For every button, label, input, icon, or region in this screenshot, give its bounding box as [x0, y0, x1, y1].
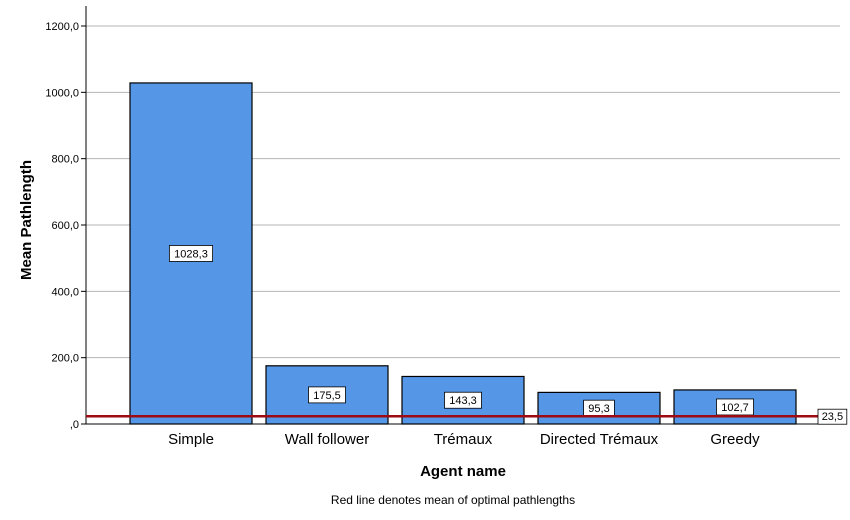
axes: ,0 200,0 400,0 600,0 800,0 1000,0 1200,0 Simple…: [45, 6, 840, 448]
y-tick-label: ,0: [70, 419, 79, 431]
data-labels: 1028,3 175,5 143,3 95,3 102,7 23,5: [86, 245, 848, 425]
bars: [129, 82, 797, 425]
y-tick-label: 200,0: [51, 353, 79, 365]
y-tick-label: 800,0: [51, 154, 79, 166]
chart-footnote: Red line denotes mean of optimal pathlen…: [331, 493, 575, 507]
data-label: 102,7: [721, 402, 749, 414]
data-label-box: [168, 245, 213, 262]
data-label-box: [308, 386, 346, 404]
data-label: 95,3: [588, 403, 609, 415]
data-label: 1028,3: [174, 248, 208, 260]
x-tick-label: Wall follower: [285, 431, 369, 448]
y-tick-label: 400,0: [51, 286, 79, 298]
x-tick-label: Trémaux: [434, 431, 493, 448]
y-tick-label: 1000,0: [45, 87, 79, 99]
reference-label-box: [817, 408, 848, 425]
y-tick-label: 1200,0: [45, 21, 79, 33]
x-axis-title: Agent name: [420, 463, 506, 480]
reference-label: 23,5: [822, 411, 843, 423]
data-label-box: [444, 391, 482, 409]
data-label: 175,5: [313, 390, 341, 402]
x-tick-label: Directed Trémaux: [540, 431, 659, 448]
x-tick-label: Simple: [168, 431, 214, 448]
data-label: 143,3: [449, 395, 477, 407]
x-tick-label: Greedy: [710, 431, 760, 448]
y-axis-title: Mean Pathlength: [18, 160, 35, 280]
y-tick-label: 600,0: [51, 220, 79, 232]
